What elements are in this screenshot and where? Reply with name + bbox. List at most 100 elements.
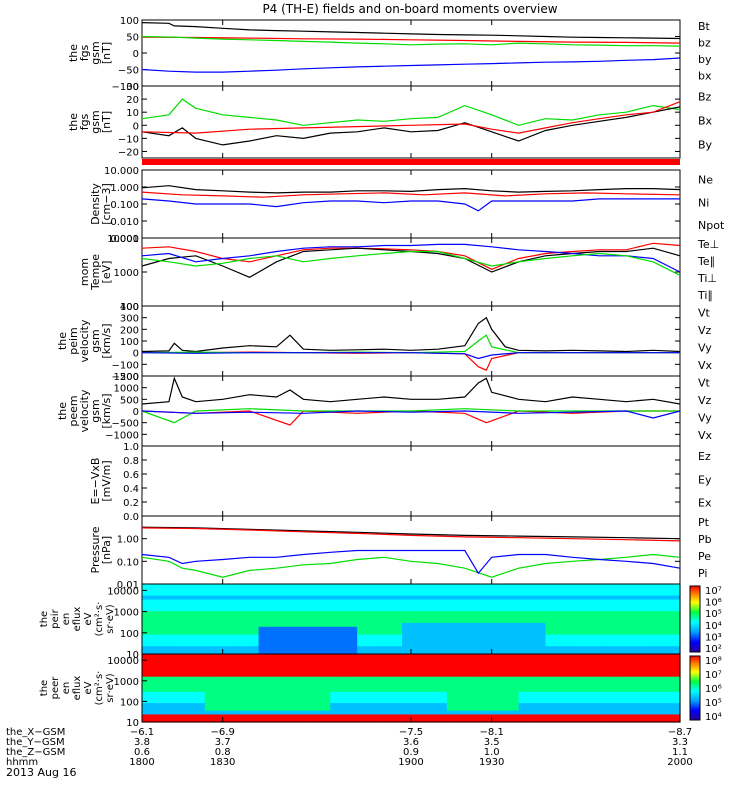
spectrogram-cell [159, 695, 170, 700]
spectrogram-cell [312, 611, 322, 616]
spectrogram-cell [491, 699, 502, 704]
series-line-bx [141, 57, 681, 73]
spectrogram-cell [518, 603, 529, 608]
spectrogram-cell [294, 622, 304, 628]
spectrogram-cell [375, 710, 385, 716]
spectrogram-cell [428, 599, 439, 605]
spectrogram-cell [384, 688, 394, 693]
spectrogram-cell [545, 703, 556, 708]
spectrogram-cell [428, 584, 439, 589]
panels-layer: 100500−50−100thefgsgsm[nT]Btbzbybx302010… [6, 16, 725, 768]
spectrogram-cell [509, 607, 520, 612]
spectrogram-cell [626, 646, 636, 651]
y-tick-label: 0 [133, 349, 139, 360]
spectrogram-cell [590, 611, 600, 616]
spectrogram-cell [671, 691, 681, 697]
spectrogram-cell [554, 703, 565, 708]
spectrogram-cell [464, 669, 475, 674]
spectrogram-cell [294, 684, 304, 689]
series-line-pi [141, 549, 681, 575]
spectrogram-cell [428, 622, 439, 628]
spectrogram-cell [671, 642, 681, 647]
spectrogram-cell [330, 680, 340, 685]
spectrogram-cell [617, 634, 627, 640]
y-axis-label: [km/s] [100, 323, 113, 358]
spectrogram-cell [186, 650, 197, 655]
spectrogram-cell [536, 691, 547, 697]
spectrogram-cell [339, 665, 349, 670]
spectrogram-cell [159, 595, 170, 601]
spectrogram-cell [662, 665, 672, 670]
spectrogram-cell [285, 626, 296, 632]
spectrogram-cell [195, 630, 206, 636]
spectrogram-cell [366, 688, 376, 693]
spectrogram-cell [186, 672, 197, 678]
spectrogram-cell [258, 615, 269, 620]
spectrogram-cell [366, 650, 376, 655]
spectrogram-cell [608, 611, 618, 616]
spectrogram-cell [339, 622, 349, 628]
spectrogram-cell [455, 622, 466, 628]
spectrogram-cell [671, 634, 681, 640]
spectrogram-cell [662, 657, 672, 663]
spectrogram-cell [357, 703, 367, 708]
spectrogram-cell [518, 642, 529, 647]
spectrogram-cell [402, 684, 412, 689]
spectrogram-cell [473, 714, 484, 719]
spectrogram-cell [635, 611, 645, 616]
spectrogram-cell [653, 642, 663, 647]
spectrogram-cell [437, 718, 448, 723]
spectrogram-cell [321, 642, 331, 647]
spectrogram-cell [150, 706, 161, 712]
spectrogram-cell [428, 669, 439, 674]
spectrogram-cell [375, 611, 385, 616]
spectrogram-cell [213, 680, 224, 685]
spectrogram-cell [312, 680, 322, 685]
spectrogram-cell [590, 718, 600, 723]
spectrogram-cell [231, 718, 242, 723]
spectrogram-cell [563, 657, 573, 663]
spectrogram-cell [662, 688, 672, 693]
spectrogram-cell [384, 710, 394, 716]
spectrogram-cell [563, 691, 573, 697]
spectrogram-cell [159, 661, 170, 666]
spectrogram-cell [635, 680, 645, 685]
spectrogram-cell [339, 684, 349, 689]
spectrogram-cell [168, 669, 179, 674]
spectrogram-cell [626, 650, 636, 655]
spectrogram-cell [348, 669, 358, 674]
spectrogram-cell [617, 591, 627, 597]
y-tick-label: 200 [120, 325, 139, 336]
spectrogram-cell [294, 615, 304, 620]
spectrogram-cell [626, 611, 636, 616]
spectrogram-cell [536, 611, 547, 616]
spectrogram-cell [213, 665, 224, 670]
spectrogram-cell [213, 599, 224, 605]
spectrogram-cell [491, 714, 502, 719]
spectrogram-cell [366, 706, 376, 712]
spectrogram-cell [231, 599, 242, 605]
spectrogram-cell [581, 699, 591, 704]
spectrogram-cell [518, 703, 529, 708]
spectrogram-cell [411, 599, 421, 605]
spectrogram-cell [599, 595, 609, 601]
spectrogram-cell [626, 710, 636, 716]
spectrogram-cell [285, 584, 296, 589]
spectrogram-cell [437, 695, 448, 700]
spectrogram-cell [644, 654, 654, 659]
spectrogram-cell [599, 646, 609, 651]
spectrogram-cell [204, 691, 215, 697]
spectrogram-cell [195, 650, 206, 655]
spectrogram-cell [581, 646, 591, 651]
y-axis-label: velocity [78, 319, 91, 362]
spectrogram-cell [482, 684, 493, 689]
spectrogram-cell [473, 650, 484, 655]
spectrogram-cell [357, 661, 367, 666]
spectrogram-cell [554, 714, 565, 719]
x-row-label: the_X−GSM [6, 727, 65, 738]
spectrogram-cell [545, 638, 556, 643]
spectrogram-cell [222, 688, 233, 693]
spectrogram-cell [527, 691, 538, 697]
spectrogram-cell [671, 654, 681, 659]
spectrogram-cell [231, 714, 242, 719]
